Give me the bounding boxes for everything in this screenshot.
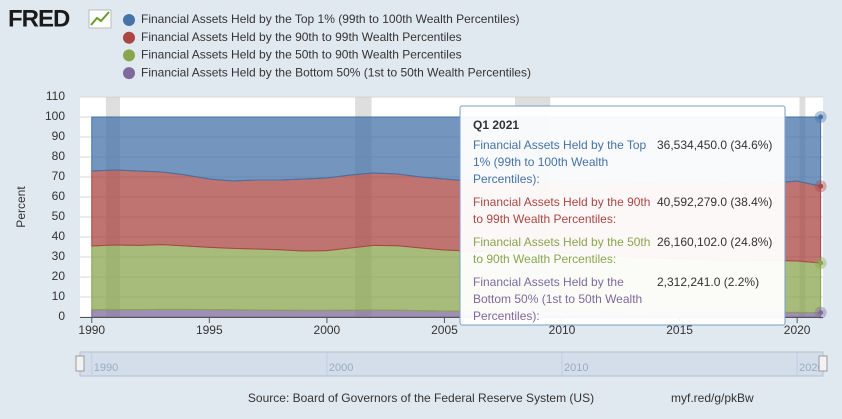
hover-marker-dot <box>818 183 824 189</box>
y-tick-label: 0 <box>58 309 65 323</box>
x-tick-label: 2005 <box>431 323 458 337</box>
tooltip-title: Q1 2021 <box>473 118 519 132</box>
legend-label: Financial Assets Held by the Top 1% (99t… <box>141 12 519 26</box>
tooltip-label: to 90th Wealth Percentiles: <box>473 252 616 266</box>
y-tick-label: 70 <box>52 169 66 183</box>
y-tick-label: 30 <box>52 249 66 263</box>
tooltip-box <box>459 105 786 326</box>
y-tick-label: 60 <box>52 189 66 203</box>
navigator-label: 2020 <box>799 362 823 374</box>
logo-icon <box>88 9 112 29</box>
tooltip: Q1 2021 Financial Assets Held by the Top 1… <box>459 105 786 326</box>
hover-marker-dot <box>818 260 824 266</box>
hover-marker-dot <box>818 114 824 120</box>
x-tick-label: 2020 <box>784 323 811 337</box>
x-tick-label: 2015 <box>666 323 693 337</box>
legend-marker <box>123 31 135 44</box>
y-axis-label: Percent <box>14 186 28 228</box>
tooltip-value: 2,312,241.0 (2.2%) <box>657 275 759 289</box>
x-tick-label: 1995 <box>196 323 223 337</box>
legend-marker <box>123 67 135 80</box>
x-tick-label: 2010 <box>549 323 576 337</box>
legend-label: Financial Assets Held by the 90th to 99t… <box>141 30 462 44</box>
legend-marker <box>123 49 135 62</box>
short-link[interactable]: myf.red/g/pkBw <box>671 391 754 405</box>
tooltip-value: 36,534,450.0 (34.6%) <box>657 138 772 152</box>
tooltip-value: 40,592,279.0 (38.4%) <box>657 195 772 209</box>
y-tick-label: 10 <box>52 289 66 303</box>
tooltip-label: Bottom 50% (1st to 50th Wealth <box>473 292 642 306</box>
y-tick-label: 40 <box>52 229 66 243</box>
source: Source: Board of Governors of the Federa… <box>248 391 594 405</box>
legend-label: Financial Assets Held by the Bottom 50% … <box>141 65 531 79</box>
tooltip-label: Financial Assets Held by the Top <box>473 138 647 152</box>
navigator[interactable] <box>79 351 824 377</box>
tooltip-value: 26,160,102.0 (24.8%) <box>657 235 772 249</box>
x-tick-label: 2000 <box>314 323 341 337</box>
y-tick-label: 100 <box>45 109 65 123</box>
navigator-label: 1990 <box>94 362 118 374</box>
navigator-label: 2000 <box>329 362 353 374</box>
navigator-label: 2010 <box>564 362 588 374</box>
legend-label: Financial Assets Held by the 50th to 90t… <box>141 48 462 62</box>
tooltip-label: Percentiles): <box>473 309 540 323</box>
y-tick-label: 110 <box>46 89 65 103</box>
tooltip-label: Financial Assets Held by the 90th <box>473 195 650 209</box>
tooltip-label: Financial Assets Held by the 50th <box>473 235 650 249</box>
y-tick-label: 80 <box>52 149 66 163</box>
y-tick-label: 20 <box>52 269 66 283</box>
y-tick-label: 90 <box>52 129 66 143</box>
x-tick-label: 1990 <box>78 323 105 337</box>
logo: FRED <box>8 5 70 32</box>
tooltip-label: to 99th Wealth Percentiles: <box>473 212 616 226</box>
navigator-handle[interactable] <box>75 355 85 372</box>
tooltip-label: Percentiles): <box>473 172 540 186</box>
legend-marker <box>123 14 135 26</box>
hover-marker-dot <box>818 310 824 316</box>
tooltip-label: 1% (99th to 100th Wealth <box>473 155 608 169</box>
navigator-handle[interactable] <box>818 355 828 372</box>
y-tick-label: 50 <box>52 209 66 223</box>
tooltip-label: Financial Assets Held by the <box>473 275 624 289</box>
